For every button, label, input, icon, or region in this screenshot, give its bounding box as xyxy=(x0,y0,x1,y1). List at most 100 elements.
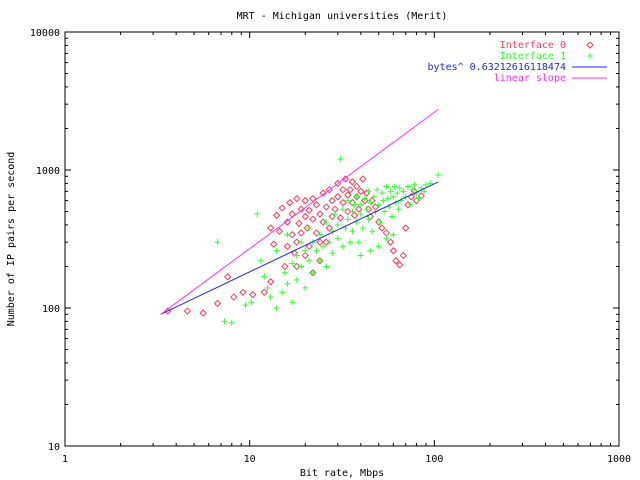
x-tick-label: 100 xyxy=(425,454,443,465)
data-point xyxy=(283,218,292,226)
x-tick-label: 1000 xyxy=(607,454,631,465)
data-point xyxy=(301,196,309,205)
data-point xyxy=(290,249,299,257)
data-point xyxy=(298,263,305,270)
series-layer xyxy=(160,108,442,326)
data-point xyxy=(344,197,351,204)
data-point xyxy=(326,239,333,246)
data-point xyxy=(353,182,361,191)
data-point xyxy=(306,257,313,264)
data-point xyxy=(386,238,395,246)
data-point xyxy=(380,197,387,204)
data-point xyxy=(306,224,313,231)
data-point xyxy=(389,213,396,220)
data-point xyxy=(313,247,320,254)
data-point xyxy=(279,289,286,296)
data-point xyxy=(357,210,364,217)
data-point xyxy=(289,299,296,306)
data-point xyxy=(281,269,288,276)
data-point xyxy=(411,181,418,188)
data-point xyxy=(275,227,284,235)
data-point xyxy=(281,262,289,271)
data-point xyxy=(221,318,228,325)
data-point xyxy=(183,307,192,315)
data-point xyxy=(421,188,428,195)
data-point xyxy=(396,185,403,192)
data-point xyxy=(320,243,327,250)
data-point xyxy=(357,201,364,208)
data-point xyxy=(367,199,374,206)
data-point xyxy=(273,247,280,254)
data-point xyxy=(278,204,286,212)
data-point xyxy=(370,193,377,200)
data-point xyxy=(400,188,407,195)
data-point xyxy=(387,188,394,195)
data-point xyxy=(374,186,381,193)
data-point xyxy=(359,175,367,183)
data-point xyxy=(257,257,264,264)
data-point xyxy=(322,203,331,211)
data-point xyxy=(390,193,397,200)
data-point xyxy=(214,239,221,246)
data-point xyxy=(267,278,275,286)
data-point xyxy=(378,224,386,232)
data-point xyxy=(409,186,416,193)
data-point xyxy=(223,273,232,281)
data-point xyxy=(322,238,331,246)
data-point xyxy=(347,239,354,246)
data-point xyxy=(346,185,354,194)
data-point xyxy=(435,171,442,178)
data-point xyxy=(392,257,400,265)
legend-label: Interface 1 xyxy=(500,51,566,62)
data-point xyxy=(312,201,321,209)
data-point xyxy=(213,299,222,308)
plot-frame xyxy=(64,31,620,447)
data-point xyxy=(270,240,278,248)
legend-key xyxy=(586,41,594,49)
data-point xyxy=(383,183,390,190)
data-point xyxy=(359,224,366,231)
data-point xyxy=(293,194,301,203)
data-point xyxy=(375,201,382,208)
data-point xyxy=(395,206,402,213)
data-point xyxy=(293,252,300,259)
data-point xyxy=(301,251,309,260)
data-point xyxy=(323,218,330,225)
data-point xyxy=(242,302,249,309)
data-point xyxy=(316,231,323,238)
y-axis-label: Number of IP pairs per second xyxy=(6,152,17,327)
data-point xyxy=(344,216,351,223)
data-point xyxy=(254,210,261,217)
data-point xyxy=(357,187,365,196)
data-point xyxy=(328,212,336,221)
data-point xyxy=(389,247,398,255)
data-point xyxy=(355,205,363,213)
data-point xyxy=(390,231,397,238)
data-point xyxy=(399,251,408,260)
data-point xyxy=(407,201,414,208)
x-tick-label: 10 xyxy=(244,454,256,465)
data-point xyxy=(302,284,309,291)
data-point xyxy=(302,247,309,254)
data-point xyxy=(309,269,316,276)
data-point xyxy=(334,221,341,228)
data-point xyxy=(383,235,390,242)
data-point xyxy=(288,230,296,239)
data-point xyxy=(391,183,398,190)
data-point xyxy=(305,206,313,215)
data-point xyxy=(284,231,291,238)
data-point xyxy=(336,214,345,222)
data-point xyxy=(301,212,309,221)
data-point xyxy=(337,156,344,163)
data-point xyxy=(316,238,324,246)
data-point xyxy=(375,243,382,250)
data-point xyxy=(402,224,410,232)
data-point xyxy=(334,235,341,242)
data-point xyxy=(339,206,346,213)
data-point xyxy=(249,290,257,299)
y-tick-label: 10 xyxy=(48,442,60,453)
data-point xyxy=(348,178,357,186)
